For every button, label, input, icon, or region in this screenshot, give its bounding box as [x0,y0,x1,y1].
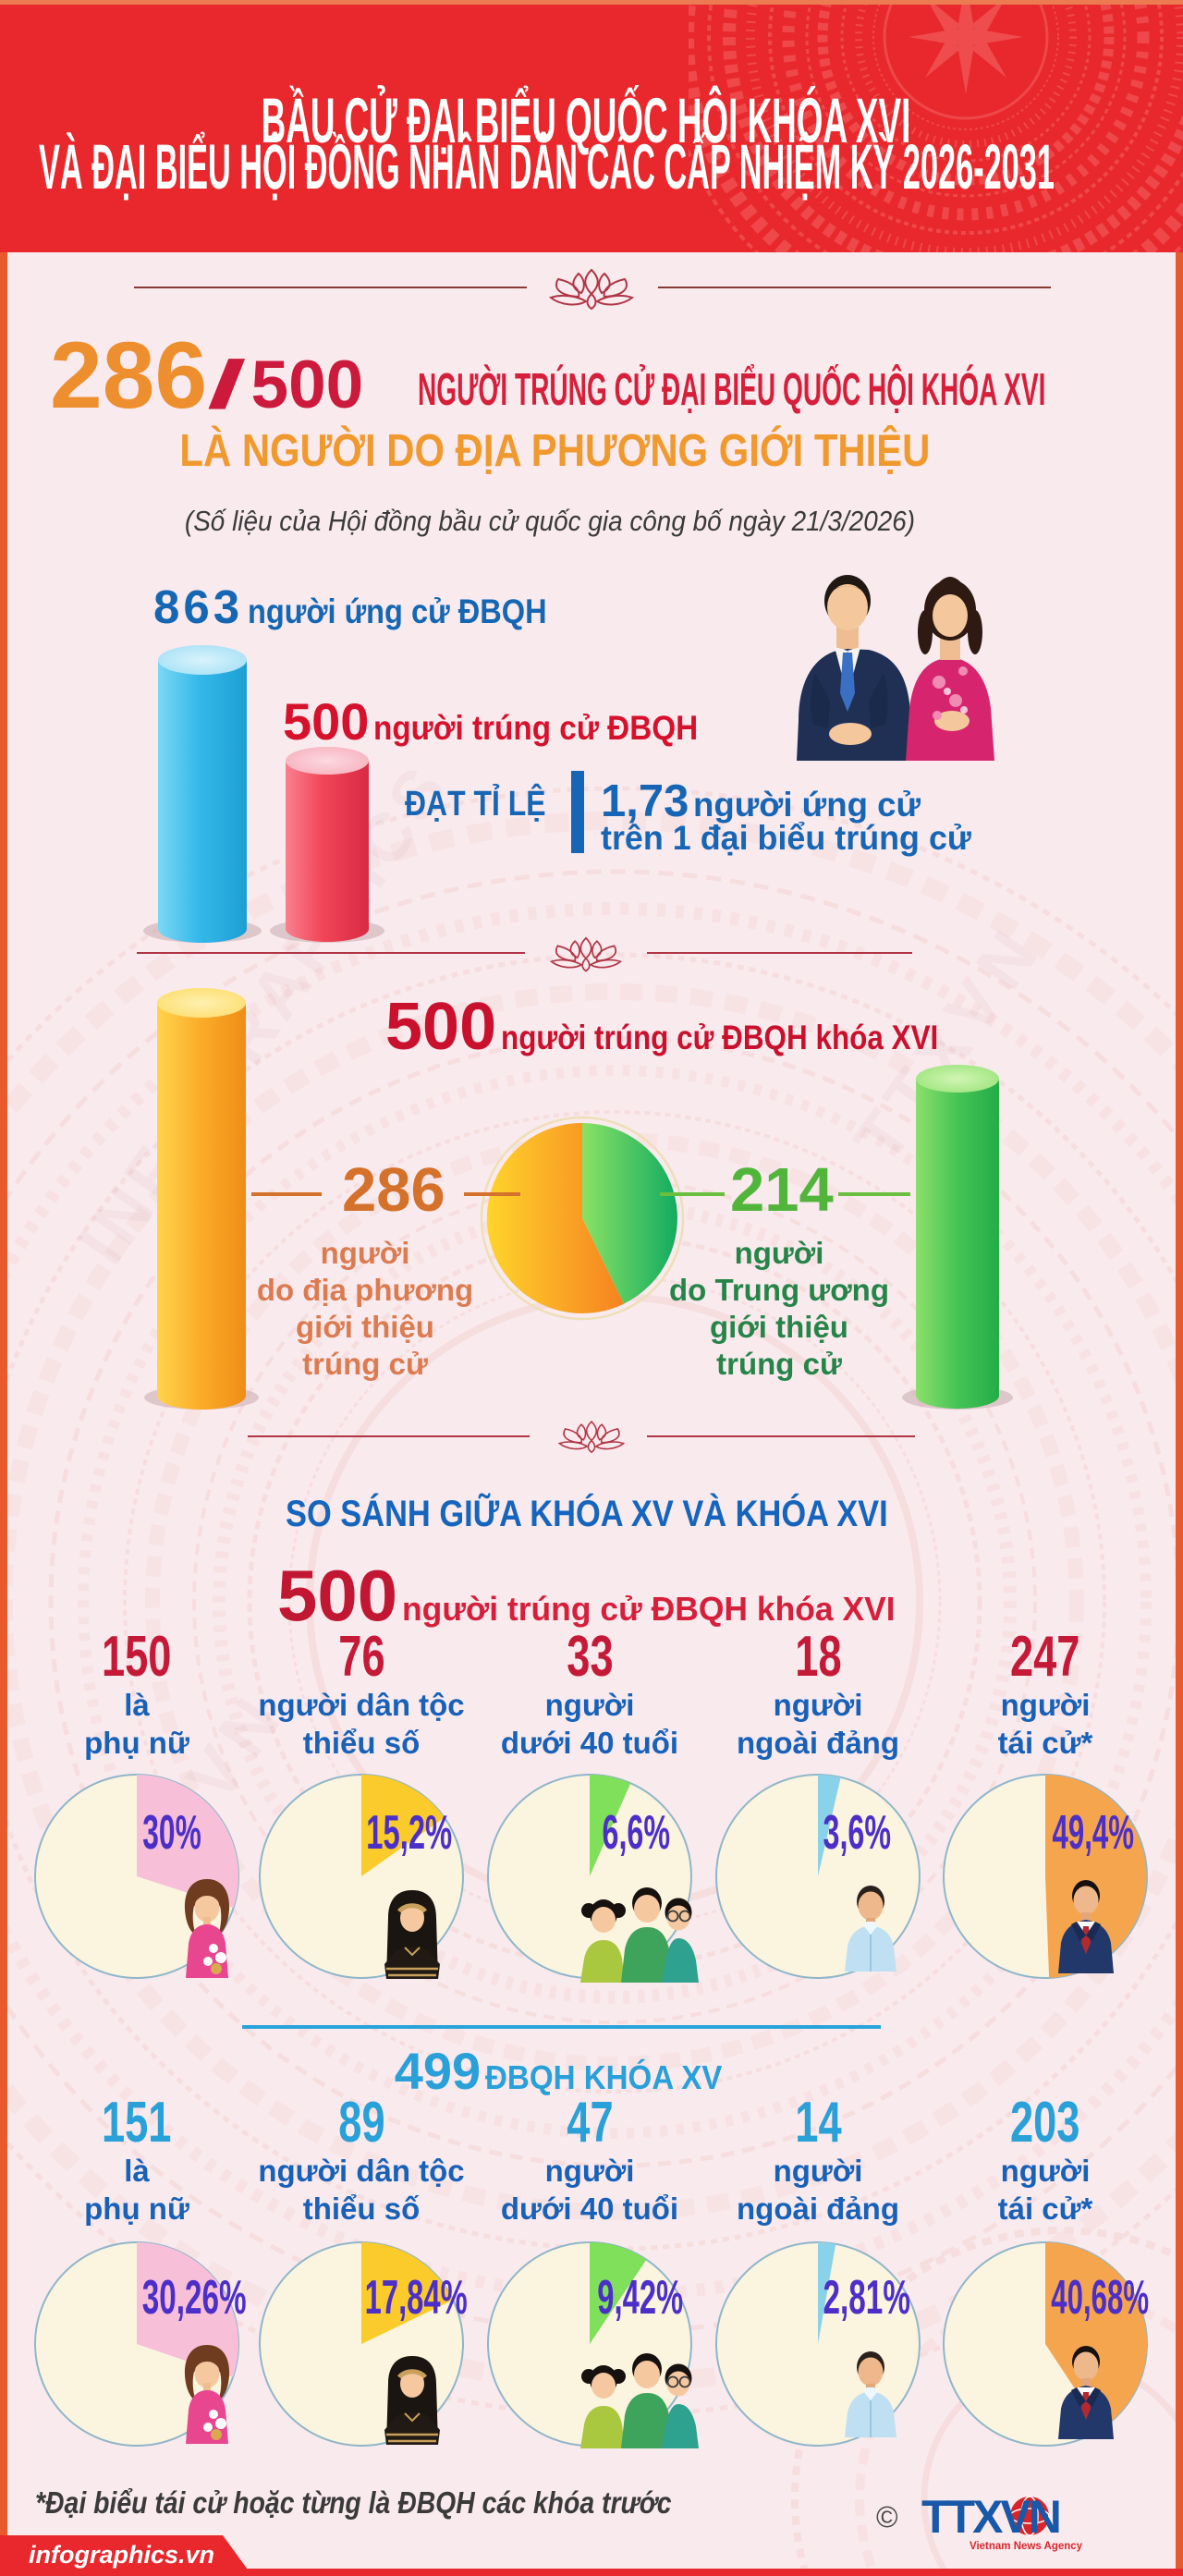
svg-text:TTXVN: TTXVN [921,2492,1059,2543]
svg-text:Vietnam News Agency: Vietnam News Agency [970,2541,1083,2552]
